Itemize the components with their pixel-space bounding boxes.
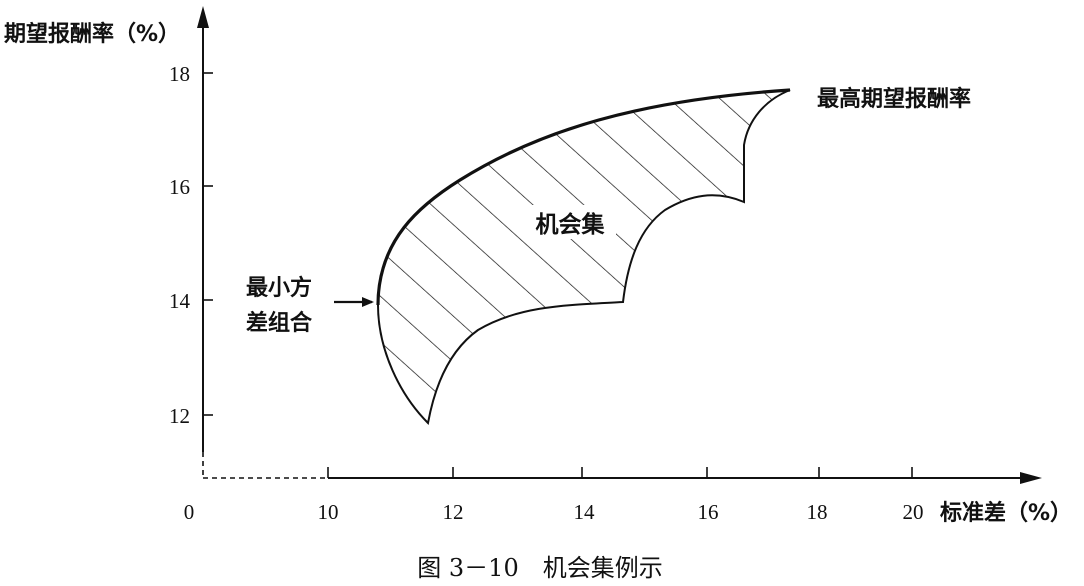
x-axis-arrow — [1020, 472, 1042, 484]
opportunity-set-region — [376, 89, 791, 426]
x-tick-label-20: 20 — [903, 500, 924, 524]
y-axis-label: 期望报酬率（%） — [4, 21, 180, 47]
x-axis-label: 标准差（%） — [940, 500, 1072, 526]
y-tick-label-16: 16 — [169, 175, 190, 199]
x-tick-label-18: 18 — [807, 500, 828, 524]
x-tick-label-16: 16 — [698, 500, 719, 524]
x-tick-label-12: 12 — [443, 500, 464, 524]
max-return-label: 最高期望报酬率 — [817, 86, 971, 112]
y-axis-arrow — [197, 6, 209, 28]
y-ticks — [203, 72, 213, 416]
efficient-frontier — [376, 88, 791, 306]
x-tick-label-14: 14 — [574, 500, 596, 524]
min-variance-label-line2: 差组合 — [246, 310, 313, 336]
y-tick-label-18: 18 — [169, 62, 190, 86]
region-label-bg — [524, 205, 616, 239]
y-tick-label-12: 12 — [169, 404, 190, 428]
x-tick-label-10: 10 — [318, 500, 339, 524]
min-variance-label-line1: 最小方 — [246, 275, 312, 301]
y-tick-label-14: 14 — [169, 289, 191, 313]
origin-label: 0 — [184, 500, 195, 524]
region-label: 机会集 — [536, 211, 606, 238]
figure-caption: 图 3－10 机会集例示 — [417, 554, 662, 582]
x-ticks — [327, 467, 913, 478]
